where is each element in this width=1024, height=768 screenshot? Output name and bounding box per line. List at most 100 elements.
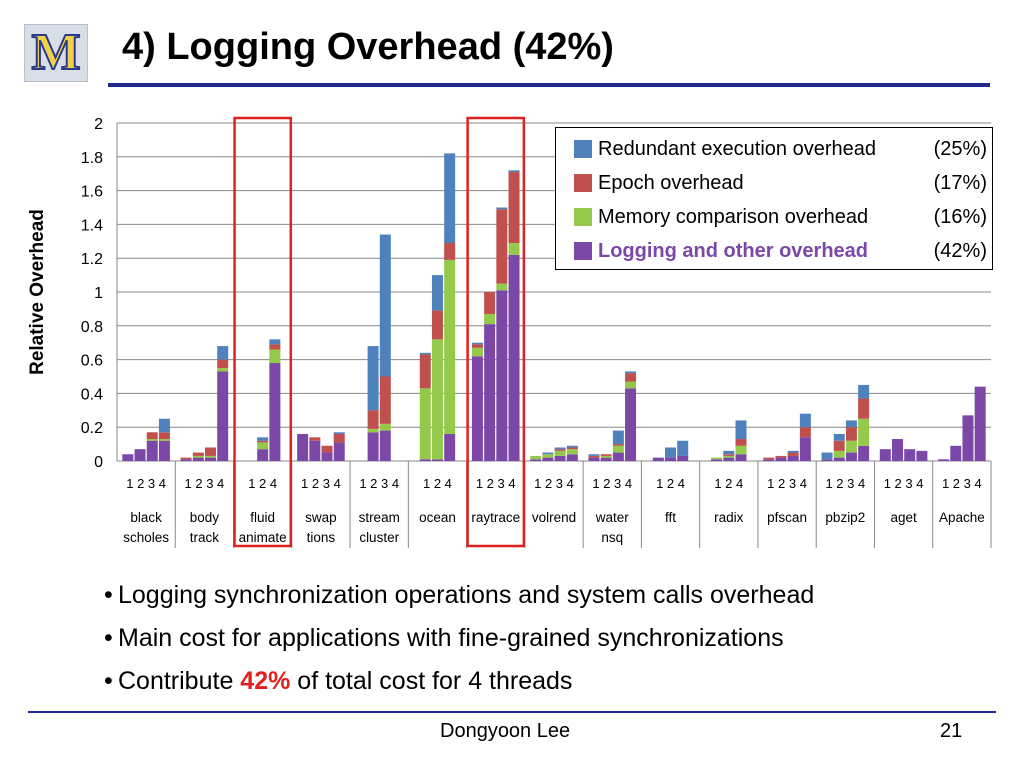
bar-segment-memory [566, 449, 578, 455]
bar-segment-logging [333, 442, 345, 461]
bar-segment-redundant [833, 433, 845, 441]
bar-segment-epoch [566, 447, 578, 450]
bar-segment-logging [916, 450, 928, 461]
bar-segment-logging [892, 439, 903, 461]
bar-segment-logging [496, 290, 508, 461]
legend-item-logging: Logging and other overhead (42%) [574, 238, 989, 264]
bar-segment-epoch [625, 373, 637, 382]
bar-segment-logging [367, 432, 379, 461]
x-tick-label: 1 2 4 [423, 476, 452, 491]
bar-segment-epoch [612, 444, 624, 446]
bar-segment-logging [962, 415, 974, 461]
bar-segment-logging [950, 445, 962, 461]
bar-segment-logging [122, 454, 134, 461]
bar-segment-redundant [588, 454, 600, 456]
bullet-text-post: of total cost for 4 threads [290, 667, 573, 695]
bar-segment-memory [845, 440, 857, 453]
bar-segment-logging [431, 459, 443, 461]
bar-segment-memory [419, 388, 431, 460]
bar-segment-logging [146, 440, 158, 461]
legend-label: Memory comparison overhead [598, 205, 869, 228]
legend-swatch [574, 140, 592, 158]
group-label: pfscan [767, 510, 807, 525]
group-label: track [190, 530, 220, 545]
bar-segment-epoch [763, 457, 775, 460]
bar-segment-logging [787, 455, 799, 461]
page-number: 21 [940, 720, 963, 742]
x-tick-label: 1 2 4 [248, 476, 277, 491]
bar-segment-epoch [508, 172, 520, 243]
bar-segment-logging [484, 324, 496, 461]
bullet-dot: • [104, 581, 113, 609]
bar-segment-memory [367, 428, 379, 433]
logo-letter: M [30, 24, 81, 81]
bar-segment-redundant [735, 420, 747, 440]
group-label: animate [239, 530, 287, 545]
group-label: fluid [250, 510, 275, 525]
bar-segment-redundant [217, 346, 229, 360]
x-tick-label: 1 2 4 [656, 476, 685, 491]
bar-segment-logging [735, 454, 747, 461]
group-label: volrend [532, 510, 576, 525]
y-tick-label: 1 [94, 285, 103, 302]
bar-segment-epoch [799, 427, 811, 438]
footer-author: Dongyoon Lee [440, 720, 571, 742]
bar-segment-redundant [566, 445, 578, 448]
bar-segment-logging [938, 459, 950, 461]
bar-segment-memory [379, 423, 391, 431]
bar-segment-logging [134, 449, 146, 461]
bar-segment-memory [711, 457, 723, 460]
bar-segment-redundant [625, 371, 637, 374]
bar-segment-logging [879, 449, 891, 461]
bar-segment-redundant [444, 153, 456, 243]
legend-percentage: (42%) [933, 239, 987, 262]
bar-segment-epoch [333, 433, 345, 443]
y-tick-label: 0.8 [81, 319, 103, 336]
x-tick-label: 1 2 3 4 [476, 476, 516, 491]
bar-segment-memory [542, 454, 554, 458]
y-tick-label: 0.2 [81, 420, 103, 437]
group-label: black [130, 510, 162, 525]
legend-percentage: (16%) [933, 205, 987, 228]
bar-segment-logging [652, 457, 664, 461]
bar-segment-logging [665, 457, 677, 461]
group-label: radix [714, 510, 744, 525]
x-tick-label: 1 2 3 4 [767, 476, 807, 491]
bar-segment-memory [484, 313, 496, 325]
bar-segment-logging [205, 457, 216, 461]
bar-segment-memory [444, 259, 456, 434]
group-label: water [595, 510, 630, 525]
bar-segment-epoch [444, 242, 456, 260]
group-label: aget [890, 510, 917, 525]
bar-segment-epoch [180, 457, 192, 460]
bar-segment-logging [588, 457, 600, 461]
x-tick-label: 1 2 3 4 [884, 476, 924, 491]
bar-segment-redundant [257, 437, 269, 441]
bullet-text: Main cost for applications with fine-gra… [118, 624, 784, 652]
bar-segment-logging [677, 455, 689, 461]
group-label: Apache [939, 510, 985, 525]
bar-segment-memory [217, 368, 229, 372]
bar-segment-epoch [257, 440, 269, 443]
bar-segment-memory [496, 283, 508, 291]
bullet-list: • Logging synchronization operations and … [104, 574, 814, 703]
bar-segment-logging [612, 452, 624, 461]
bar-segment-redundant [665, 447, 677, 458]
bar-segment-logging [297, 433, 309, 461]
x-tick-label: 1 2 3 4 [359, 476, 399, 491]
title-divider [108, 83, 990, 87]
bar-segment-logging [904, 449, 916, 461]
bar-segment-redundant [471, 342, 483, 345]
bar-segment-epoch [845, 427, 857, 441]
bar-segment-redundant [496, 207, 508, 210]
bar-segment-memory [600, 455, 612, 458]
group-label: pbzip2 [825, 510, 865, 525]
x-tick-label: 1 2 3 4 [534, 476, 574, 491]
y-tick-label: 1.6 [81, 184, 103, 201]
group-label: raytrace [471, 510, 520, 525]
bar-segment-redundant [858, 384, 870, 399]
bar-segment-epoch [471, 344, 483, 348]
bar-segment-memory [269, 349, 281, 363]
group-label: nsq [601, 530, 623, 545]
y-tick-label: 1.4 [81, 217, 103, 234]
